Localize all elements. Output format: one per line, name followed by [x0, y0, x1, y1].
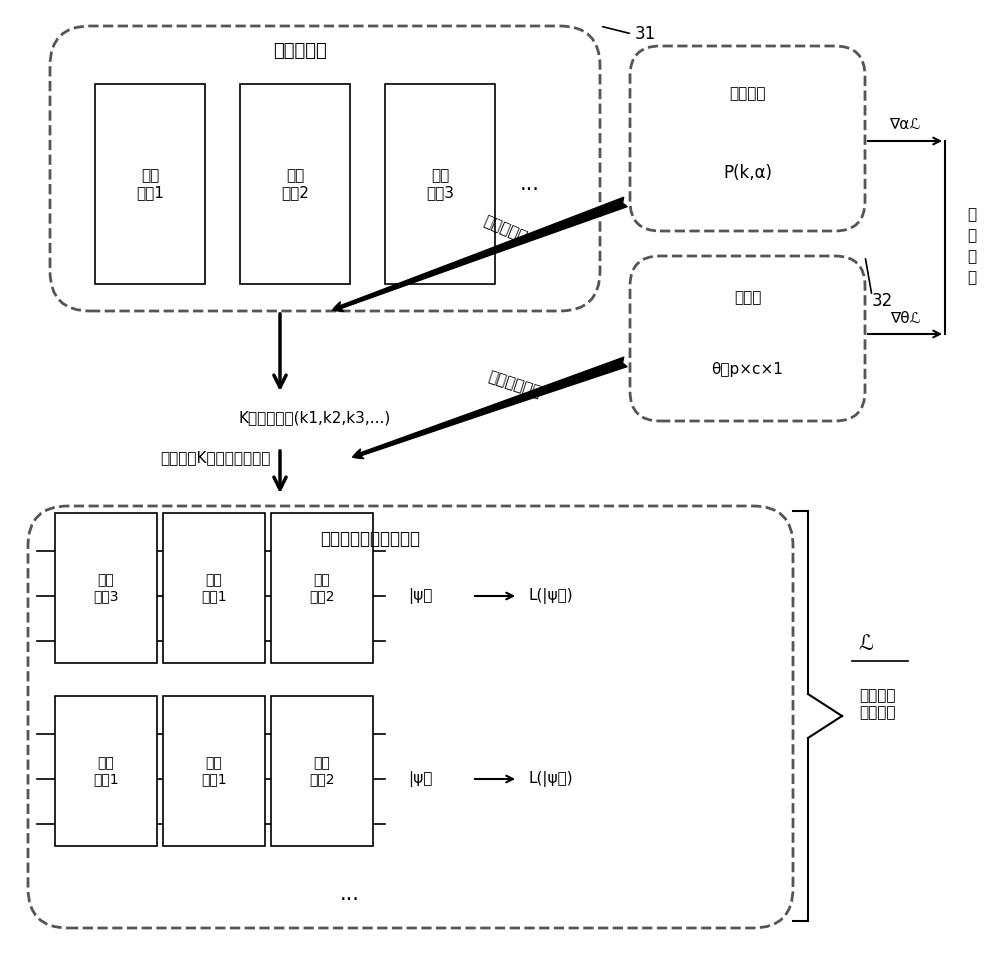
Text: θ：p×c×1: θ：p×c×1	[712, 361, 783, 377]
Text: 线路
单元1: 线路 单元1	[93, 756, 119, 786]
Text: |ψ〉: |ψ〉	[408, 771, 432, 787]
Text: 线路
单元2: 线路 单元2	[309, 756, 335, 786]
FancyBboxPatch shape	[163, 696, 265, 846]
Text: 构造生成K个候选量子线路: 构造生成K个候选量子线路	[160, 450, 270, 466]
FancyBboxPatch shape	[163, 513, 265, 663]
Text: 线路
单元2: 线路 单元2	[281, 168, 309, 200]
Text: 候选量子线路性能评估: 候选量子线路性能评估	[321, 530, 421, 548]
Text: ∇θℒ: ∇θℒ	[890, 311, 920, 325]
Text: 梯
度
下
降: 梯 度 下 降	[967, 207, 977, 285]
Text: 线路
单元1: 线路 单元1	[201, 756, 227, 786]
Text: 线路
单元3: 线路 单元3	[426, 168, 454, 200]
FancyBboxPatch shape	[55, 513, 157, 663]
Text: 31: 31	[635, 25, 656, 43]
Text: 线路
单元3: 线路 单元3	[93, 573, 119, 603]
Text: ...: ...	[340, 884, 360, 904]
FancyBboxPatch shape	[271, 696, 373, 846]
Text: 端到端的
目标函数: 端到端的 目标函数	[860, 687, 896, 720]
Text: P(k,α): P(k,α)	[723, 164, 772, 182]
Text: ℒ: ℒ	[858, 634, 873, 654]
Text: 参数池: 参数池	[734, 291, 761, 306]
Text: 复用线路参数: 复用线路参数	[487, 368, 543, 400]
FancyBboxPatch shape	[95, 84, 205, 284]
Text: 概率模型: 概率模型	[729, 86, 766, 101]
FancyBboxPatch shape	[271, 513, 373, 663]
Text: L(|ψ〉): L(|ψ〉)	[528, 771, 573, 787]
Text: 线路
单元1: 线路 单元1	[201, 573, 227, 603]
Text: K组结构参数(k1,k2,k3,...): K组结构参数(k1,k2,k3,...)	[239, 410, 391, 425]
Text: |ψ〉: |ψ〉	[408, 588, 432, 604]
Text: ...: ...	[520, 174, 540, 194]
FancyBboxPatch shape	[55, 696, 157, 846]
Text: L(|ψ〉): L(|ψ〉)	[528, 588, 573, 604]
FancyBboxPatch shape	[240, 84, 350, 284]
Text: 32: 32	[872, 292, 893, 310]
Text: ∇αℒ: ∇αℒ	[889, 117, 921, 132]
Text: 分批次取样: 分批次取样	[481, 213, 529, 245]
Text: 线路单元池: 线路单元池	[273, 42, 327, 60]
Text: 线路
单元1: 线路 单元1	[136, 168, 164, 200]
FancyBboxPatch shape	[385, 84, 495, 284]
Text: 线路
单元2: 线路 单元2	[309, 573, 335, 603]
